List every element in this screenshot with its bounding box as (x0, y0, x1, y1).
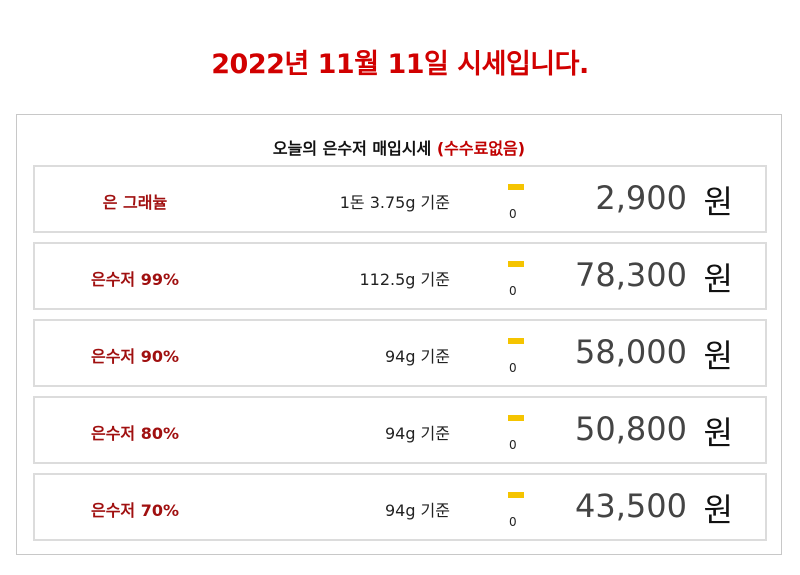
weight-basis: 1돈 3.75g 기준 (339, 193, 450, 212)
weight-basis: 94g 기준 (384, 501, 450, 520)
page-title: 2022년 11월 11일 시세입니다. (211, 49, 589, 80)
item-name: 은수저 70% (90, 501, 180, 520)
price-change: 0 (509, 438, 517, 452)
item-name: 은 그래뉼 (102, 193, 168, 212)
price-row: 은 그래뉼 1돈 3.75g 기준 0 2,900 원 (33, 165, 767, 233)
no-fee-note: (수수료없음) (436, 139, 526, 158)
price-change: 0 (509, 515, 517, 529)
price-row: 은수저 99% 112.5g 기준 0 78,300 원 (33, 242, 767, 310)
price-value: 58,000 (575, 333, 687, 371)
price-change: 0 (509, 284, 517, 298)
price-value: 78,300 (575, 256, 687, 294)
no-change-icon (508, 184, 524, 190)
weight-basis: 94g 기준 (384, 347, 450, 366)
price-row: 은수저 90% 94g 기준 0 58,000 원 (33, 319, 767, 387)
currency-unit: 원 (703, 260, 733, 298)
price-row: 은수저 80% 94g 기준 0 50,800 원 (33, 396, 767, 464)
weight-basis: 112.5g 기준 (359, 270, 451, 289)
panel-heading: 오늘의 은수저 매입시세 (수수료없음) (17, 135, 781, 159)
no-change-icon (508, 492, 524, 498)
no-change-icon (508, 338, 524, 344)
price-change: 0 (509, 361, 517, 375)
no-change-icon (508, 415, 524, 421)
currency-unit: 원 (703, 337, 733, 375)
item-name: 은수저 80% (90, 424, 180, 443)
item-name: 은수저 90% (90, 347, 180, 366)
price-change: 0 (509, 207, 517, 221)
price-value: 2,900 (595, 179, 687, 217)
price-value: 50,800 (575, 410, 687, 448)
price-value: 43,500 (575, 487, 687, 525)
weight-basis: 94g 기준 (384, 424, 450, 443)
item-name: 은수저 99% (90, 270, 180, 289)
price-row: 은수저 70% 94g 기준 0 43,500 원 (33, 473, 767, 541)
currency-unit: 원 (703, 491, 733, 529)
heading-text: 오늘의 은수저 매입시세 (272, 139, 432, 158)
no-change-icon (508, 261, 524, 267)
price-panel: 오늘의 은수저 매입시세 (수수료없음) 은 그래뉼 1돈 3.75g 기준 0… (16, 114, 782, 555)
currency-unit: 원 (703, 414, 733, 452)
currency-unit: 원 (703, 183, 733, 221)
